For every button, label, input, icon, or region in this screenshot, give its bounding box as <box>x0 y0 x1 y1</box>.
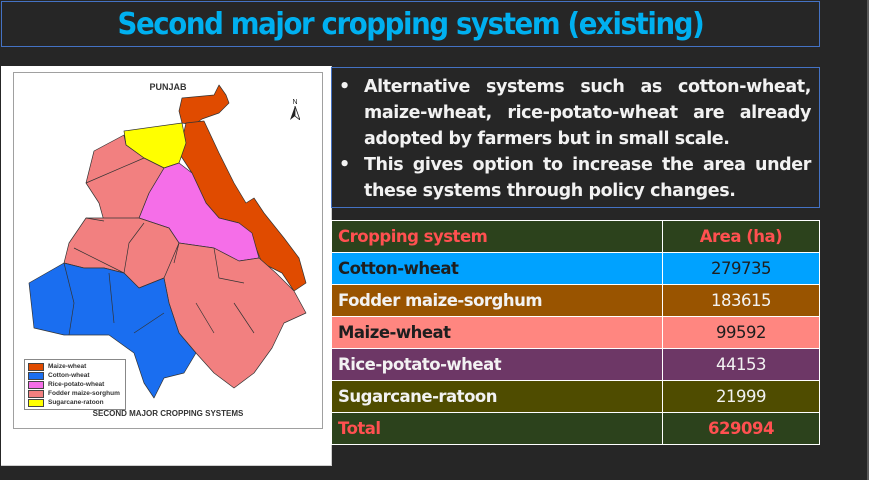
bullet-box: • Alternative systems such as cotton-whea… <box>331 67 820 208</box>
total-area: 629094 <box>662 412 820 445</box>
table-row: Cotton-wheat 279735 <box>331 252 820 285</box>
total-label: Total <box>331 412 663 445</box>
bullet-item: • Alternative systems such as cotton-whea… <box>338 74 811 152</box>
north-arrow-icon: N <box>290 99 301 122</box>
legend-item: Fodder maize-sorghum <box>28 389 122 398</box>
legend-item: Maize-wheat <box>28 362 122 371</box>
slide-edge <box>867 0 869 480</box>
row-area: 279735 <box>662 252 820 285</box>
table-row: Maize-wheat 99592 <box>331 316 820 349</box>
table-row: Rice-potato-wheat 44153 <box>331 348 820 381</box>
bullet-dot-icon: • <box>339 77 350 97</box>
map-legend: Maize-wheat Cotton-wheat Rice-potato-whe… <box>24 359 126 410</box>
legend-swatch-fodder <box>28 389 44 398</box>
map-title: PUNJAB <box>149 82 187 92</box>
table-row: Sugarcane-ratoon 21999 <box>331 380 820 413</box>
row-area: 99592 <box>662 316 820 349</box>
map-caption: SECOND MAJOR CROPPING SYSTEMS <box>92 409 244 418</box>
north-label: N <box>292 99 298 106</box>
row-system: Rice-potato-wheat <box>331 348 663 381</box>
row-system: Sugarcane-ratoon <box>331 380 663 413</box>
map-frame: PUNJAB N <box>13 72 323 429</box>
legend-item: Rice-potato-wheat <box>28 380 122 389</box>
table-header: Cropping system Area (ha) <box>331 220 820 253</box>
slide-title: Second major cropping system (existing) <box>117 6 705 42</box>
legend-item: Sugarcane-ratoon <box>28 398 122 407</box>
legend-swatch-rice-potato-wheat <box>28 380 44 389</box>
bullet-dot-icon: • <box>339 155 350 175</box>
cropping-table: Cropping system Area (ha) Cotton-wheat 2… <box>331 220 820 445</box>
row-area: 44153 <box>662 348 820 381</box>
header-area: Area (ha) <box>662 220 820 253</box>
row-system: Fodder maize-sorghum <box>331 284 663 317</box>
table-total-row: Total 629094 <box>331 412 820 445</box>
punjab-map <box>28 84 307 399</box>
row-area: 183615 <box>662 284 820 317</box>
row-area: 21999 <box>662 380 820 413</box>
bullet-item: • This gives option to increase the area … <box>338 152 811 204</box>
table-row: Fodder maize-sorghum 183615 <box>331 284 820 317</box>
legend-swatch-cotton-wheat <box>28 371 44 380</box>
legend-swatch-sugarcane <box>28 398 44 407</box>
row-system: Cotton-wheat <box>331 252 663 285</box>
row-system: Maize-wheat <box>331 316 663 349</box>
legend-swatch-maize-wheat <box>28 362 44 371</box>
header-cropping-system: Cropping system <box>331 220 663 253</box>
title-box: Second major cropping system (existing) <box>1 1 820 47</box>
legend-item: Cotton-wheat <box>28 371 122 380</box>
map-panel: PUNJAB N <box>1 66 332 466</box>
